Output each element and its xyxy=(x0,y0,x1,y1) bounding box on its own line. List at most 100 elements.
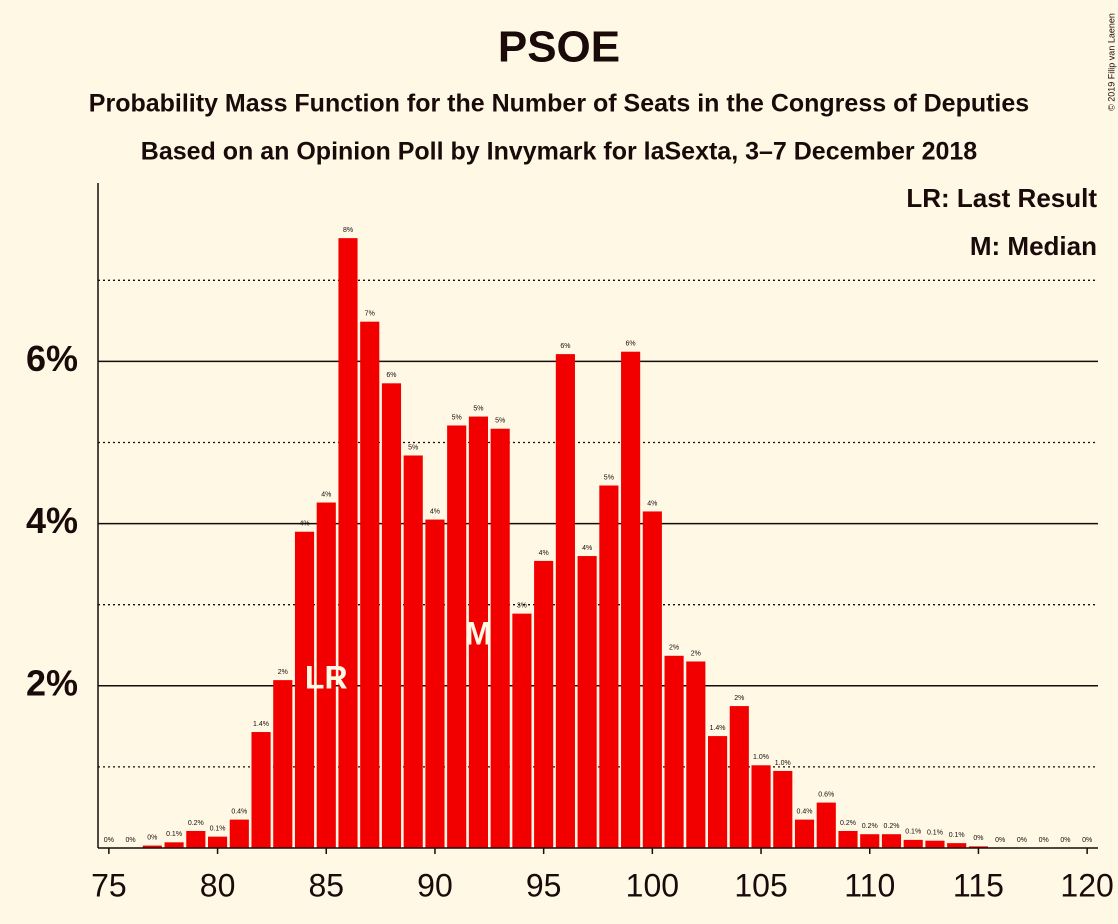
value-label: 0% xyxy=(973,835,983,842)
value-label: 0.2% xyxy=(840,820,856,827)
bar xyxy=(164,842,184,848)
value-label: 4% xyxy=(647,500,657,507)
bar xyxy=(403,455,423,848)
bar xyxy=(490,428,510,848)
value-label: 0% xyxy=(147,834,157,841)
y-tick-label: 4% xyxy=(26,500,78,541)
x-tick-label: 115 xyxy=(953,867,1004,903)
bar xyxy=(881,834,902,848)
value-label: 3% xyxy=(517,602,527,609)
value-label: 0.2% xyxy=(188,820,204,827)
value-label: 0% xyxy=(104,837,114,844)
bar xyxy=(251,732,271,848)
value-label: 1.4% xyxy=(710,725,726,732)
value-label: 2% xyxy=(691,650,701,657)
value-label: 0% xyxy=(1039,837,1049,844)
bar xyxy=(273,680,293,848)
bar xyxy=(294,531,315,848)
x-tick-label: 85 xyxy=(308,867,344,903)
x-tick-label: 80 xyxy=(200,867,236,903)
x-tick-label: 90 xyxy=(417,867,453,903)
bar xyxy=(447,425,467,848)
value-label: 4% xyxy=(582,545,592,552)
bar xyxy=(838,830,858,848)
value-label: 5% xyxy=(604,474,614,481)
x-tick-label: 95 xyxy=(526,867,562,903)
bar xyxy=(794,819,815,848)
value-label: 0% xyxy=(126,837,136,844)
bar xyxy=(512,613,532,848)
annotation: LR xyxy=(305,659,348,695)
value-label: 0% xyxy=(1060,837,1070,844)
value-label: 0% xyxy=(995,837,1005,844)
chart-subtitle: Probability Mass Function for the Number… xyxy=(89,90,1029,118)
bar xyxy=(534,560,554,848)
legend-entry: M: Median xyxy=(970,231,1097,261)
bar xyxy=(338,238,358,848)
value-label: 1.0% xyxy=(775,760,791,767)
value-label: 5% xyxy=(408,444,418,451)
value-label: 0% xyxy=(1017,837,1027,844)
bar xyxy=(773,770,793,848)
x-tick-label: 100 xyxy=(626,867,679,903)
x-tick-label: 105 xyxy=(734,867,787,903)
value-label: 0.1% xyxy=(949,832,965,839)
value-label: 5% xyxy=(495,418,505,425)
bar xyxy=(142,845,162,848)
value-label: 2% xyxy=(278,669,288,676)
bar xyxy=(381,383,402,848)
copyright: © 2019 Filip van Laenen xyxy=(1106,13,1116,111)
bar xyxy=(751,765,771,848)
y-tick-label: 6% xyxy=(26,338,78,379)
value-label: 0% xyxy=(1082,837,1092,844)
bar xyxy=(947,843,967,848)
value-label: 0.2% xyxy=(883,823,899,830)
chart-subtitle-2: Based on an Opinion Poll by Invymark for… xyxy=(141,138,978,166)
value-label: 0.6% xyxy=(818,791,834,798)
bar xyxy=(360,321,380,848)
value-label: 7% xyxy=(365,311,375,318)
bar xyxy=(708,736,728,848)
x-tick-label: 75 xyxy=(91,867,127,903)
value-label: 4% xyxy=(299,521,309,528)
value-label: 0.1% xyxy=(905,829,921,836)
value-label: 6% xyxy=(560,343,570,350)
chart-title: PSOE xyxy=(498,23,620,72)
bar xyxy=(599,485,619,848)
value-label: 2% xyxy=(669,645,679,652)
value-label: 4% xyxy=(539,550,549,557)
value-label: 0.4% xyxy=(797,808,813,815)
value-label: 1.0% xyxy=(753,754,769,761)
bar xyxy=(860,834,880,848)
bar xyxy=(816,802,836,848)
bar xyxy=(925,840,945,848)
bar xyxy=(208,836,228,848)
value-label: 0.4% xyxy=(231,808,247,815)
value-label: 0.1% xyxy=(166,831,182,838)
bar xyxy=(642,511,662,848)
x-tick-label: 110 xyxy=(844,867,895,903)
bar xyxy=(729,706,749,848)
value-label: 8% xyxy=(343,227,353,234)
bar xyxy=(621,351,641,848)
bar xyxy=(686,661,706,848)
bar xyxy=(186,830,206,848)
bar xyxy=(903,839,923,848)
value-label: 0.2% xyxy=(862,823,878,830)
legend-entry: LR: Last Result xyxy=(906,183,1097,213)
bar xyxy=(555,354,575,848)
value-label: 6% xyxy=(386,372,396,379)
value-label: 2% xyxy=(734,695,744,702)
bar xyxy=(316,502,336,848)
bar xyxy=(468,416,488,848)
bar xyxy=(968,846,988,848)
value-label: 0.1% xyxy=(927,830,943,837)
bar xyxy=(664,655,684,848)
bar xyxy=(425,519,445,848)
y-tick-label: 2% xyxy=(26,662,78,703)
value-label: 4% xyxy=(321,491,331,498)
bar xyxy=(229,819,249,848)
value-label: 0.1% xyxy=(210,825,226,832)
bar xyxy=(577,556,597,848)
